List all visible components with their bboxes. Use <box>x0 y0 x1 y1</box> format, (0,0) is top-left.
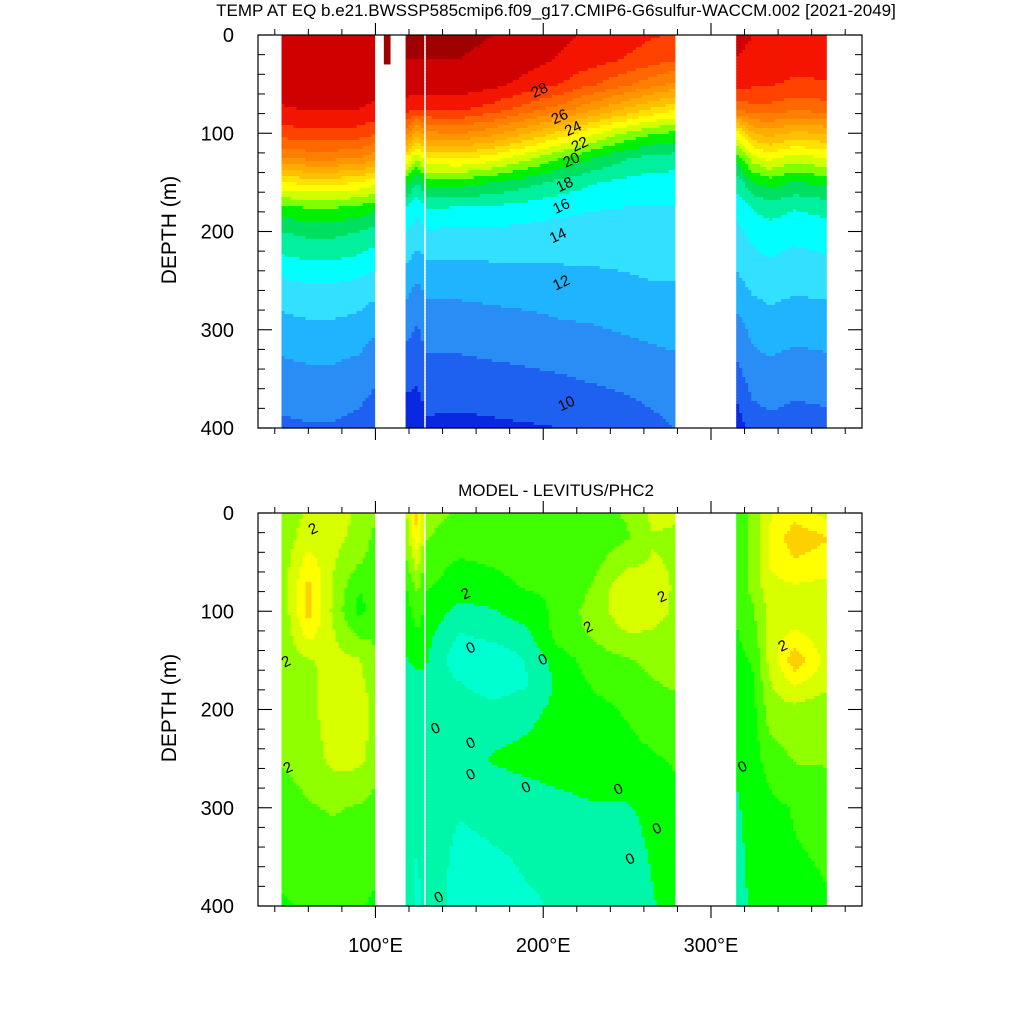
top-ocean-section <box>736 35 827 429</box>
bottom-ocean-section <box>736 513 827 907</box>
top-ocean-section <box>281 35 376 429</box>
top-contour-label: 10 <box>555 393 577 415</box>
top-y-tick-label: 400 <box>201 418 234 440</box>
top-contour-label: 24 <box>562 118 584 140</box>
top-contour-label: 12 <box>550 272 572 294</box>
top-contour-label: 20 <box>560 149 582 171</box>
bottom-axes: 0 100 200 300 400 100°E 200°E 300°E <box>201 501 863 957</box>
bottom-y-tick-label: 100 <box>201 601 234 623</box>
top-y-tick-label: 0 <box>223 25 234 47</box>
bottom-ocean-section <box>281 513 376 907</box>
bottom-difference-field <box>281 513 827 907</box>
top-y-axis-label: DEPTH (m) <box>158 176 181 285</box>
top-y-tick-label: 300 <box>201 320 234 342</box>
top-y-tick-label: 200 <box>201 222 234 244</box>
top-panel-title: TEMP AT EQ b.e21.BWSSP585cmip6.f09_g17.C… <box>216 1 896 20</box>
top-contour-label: 26 <box>549 106 571 128</box>
bottom-panel-title: MODEL - LEVITUS/PHC2 <box>458 481 654 500</box>
bottom-x-tick-label: 200°E <box>516 935 571 957</box>
bottom-y-axis-label: DEPTH (m) <box>158 654 181 763</box>
bottom-ocean-section <box>405 513 425 907</box>
top-panel: TEMP AT EQ b.e21.BWSSP585cmip6.f09_g17.C… <box>158 1 896 440</box>
top-y-tick-label: 100 <box>201 123 234 145</box>
bottom-ocean-section <box>425 513 676 907</box>
top-axes: 0 100 200 300 400 <box>201 23 863 440</box>
top-contour-label: 22 <box>569 133 591 155</box>
top-contour-label: 16 <box>550 195 572 217</box>
top-ocean-section <box>405 35 425 429</box>
top-temperature-field <box>281 35 827 429</box>
bottom-x-tick-label: 300°E <box>684 935 739 957</box>
top-ocean-section <box>425 35 676 429</box>
bottom-y-tick-label: 300 <box>201 798 234 820</box>
bottom-y-tick-label: 400 <box>201 896 234 918</box>
top-contour-label: 28 <box>528 79 550 101</box>
bottom-x-tick-label: 100°E <box>348 935 403 957</box>
top-contour-label: 18 <box>554 174 576 196</box>
bottom-y-tick-label: 0 <box>223 503 234 525</box>
top-contour-label: 14 <box>547 225 569 247</box>
bottom-y-tick-label: 200 <box>201 700 234 722</box>
top-marginal-sea-patch <box>383 35 391 65</box>
